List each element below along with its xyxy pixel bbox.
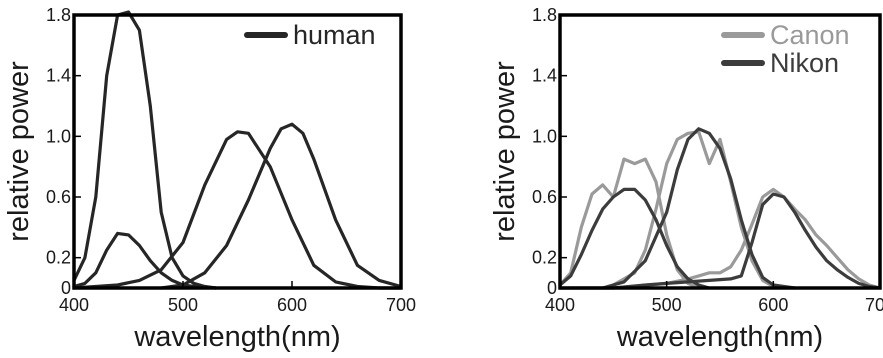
y-tick-label: 1.4 xyxy=(532,66,557,86)
y-tick-label: 1.4 xyxy=(46,66,71,86)
series-line-2-4 xyxy=(558,187,711,290)
y-tick-label: 0.2 xyxy=(532,248,557,268)
y-tick-label: 1.0 xyxy=(46,126,71,146)
y-tick-label: 0.6 xyxy=(46,187,71,207)
series-line-2-2 xyxy=(611,130,775,289)
plot-frame xyxy=(72,13,403,290)
y-tick-label: 1.8 xyxy=(46,5,71,25)
series-line-1-3 xyxy=(72,130,403,290)
x-axis-label: wavelength(nm) xyxy=(133,321,340,353)
x-tick-label: 500 xyxy=(168,295,198,315)
y-axis-label: relative power xyxy=(489,61,521,242)
x-tick-label: 400 xyxy=(545,295,575,315)
series-line-1-2 xyxy=(72,10,218,290)
chart-panel-2: 0 0.2 0.6 1.0 1.4 1.8 400 500 600 700 wavelength(n… xyxy=(489,5,883,353)
legend: human xyxy=(244,20,376,50)
x-tick-label: 500 xyxy=(652,295,682,315)
legend-label: Canon xyxy=(770,20,850,50)
series-line-2-6 xyxy=(558,192,882,290)
y-axis-label: relative power xyxy=(3,61,35,242)
y-tick-label: 0.6 xyxy=(532,187,557,207)
y-tick-label: 0 xyxy=(547,278,557,298)
series-line-2-5 xyxy=(601,127,797,290)
series-line-1-4 xyxy=(159,122,403,290)
x-tick-label: 600 xyxy=(277,295,307,315)
chart-panel-1: 0 0.2 0.6 1.0 1.4 1.8 400 500 600 700 wavelength(n… xyxy=(3,5,416,353)
legend-label: Nikon xyxy=(770,48,839,78)
x-tick-label: 600 xyxy=(758,295,788,315)
x-axis-label: wavelength(nm) xyxy=(616,321,823,353)
x-tick-label: 400 xyxy=(59,295,89,315)
y-tick-label: 1.8 xyxy=(532,5,557,25)
x-tick-label: 700 xyxy=(865,295,883,315)
x-tick-label: 700 xyxy=(386,295,416,315)
y-tick-label: 1.0 xyxy=(532,126,557,146)
series-line-2-3 xyxy=(611,187,882,290)
y-tick-label: 0.2 xyxy=(46,248,71,268)
plot-frame xyxy=(558,13,882,290)
y-tick-label: 0 xyxy=(61,278,71,298)
legend-label: human xyxy=(293,20,376,50)
